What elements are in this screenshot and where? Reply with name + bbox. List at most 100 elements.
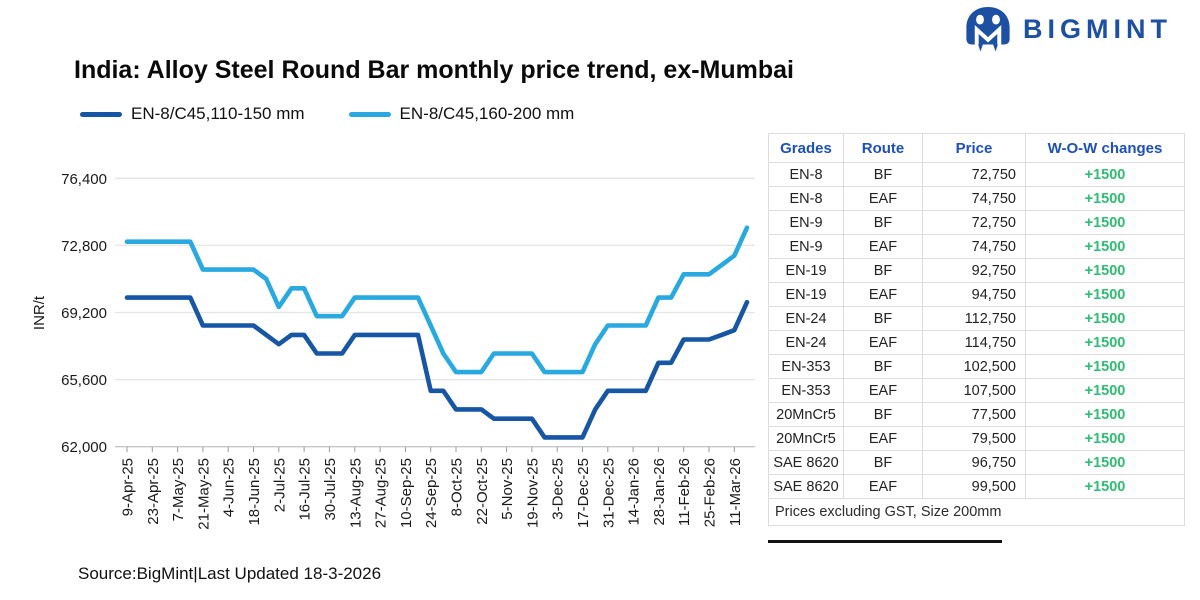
price-cell: 77,500 bbox=[922, 402, 1026, 427]
price-cell: 99,500 bbox=[922, 474, 1026, 499]
wow-change-cell: +1500 bbox=[1025, 450, 1185, 475]
legend-item-110-150: EN-8/C45,110-150 mm bbox=[80, 104, 305, 124]
table-row: EN-24 EAF 114,750 +1500 bbox=[768, 330, 1185, 355]
grade-cell: EN-24 bbox=[768, 306, 844, 331]
x-axis-tick-label: 4-Jun-25 bbox=[221, 458, 238, 517]
grade-cell: EN-8 bbox=[768, 186, 844, 211]
wow-change-cell: +1500 bbox=[1025, 210, 1185, 235]
wow-change-cell: +1500 bbox=[1025, 354, 1185, 379]
grade-cell: SAE 8620 bbox=[768, 450, 844, 475]
table-row: EN-24 BF 112,750 +1500 bbox=[768, 306, 1185, 331]
wow-change-cell: +1500 bbox=[1025, 378, 1185, 403]
x-axis-tick-label: 9-Apr-25 bbox=[120, 458, 137, 516]
table-footnote: Prices excluding GST, Size 200mm bbox=[768, 498, 1185, 526]
price-cell: 96,750 bbox=[922, 450, 1026, 475]
grade-cell: EN-353 bbox=[768, 378, 844, 403]
bigmint-logo-icon bbox=[966, 6, 1010, 52]
grade-cell: EN-19 bbox=[768, 258, 844, 283]
y-axis-tick-label: 76,400 bbox=[61, 171, 107, 188]
table-row: 20MnCr5 EAF 79,500 +1500 bbox=[768, 426, 1185, 451]
legend-label: EN-8/C45,110-150 mm bbox=[131, 104, 305, 123]
legend-item-160-200: EN-8/C45,160-200 mm bbox=[348, 104, 574, 124]
wow-change-cell: +1500 bbox=[1025, 186, 1185, 211]
y-axis-tick-label: 62,000 bbox=[61, 439, 107, 456]
x-axis-tick-label: 27-Aug-25 bbox=[373, 458, 390, 528]
table-row: EN-8 BF 72,750 +1500 bbox=[768, 162, 1185, 187]
column-header: Grades bbox=[768, 133, 844, 163]
route-cell: BF bbox=[843, 450, 923, 475]
price-cell: 102,500 bbox=[922, 354, 1026, 379]
column-header: W-O-W changes bbox=[1025, 133, 1185, 163]
x-axis-tick-label: 21-May-25 bbox=[195, 458, 212, 530]
grade-cell: EN-9 bbox=[768, 234, 844, 259]
x-axis-tick-label: 10-Sep-25 bbox=[398, 458, 415, 528]
price-cell: 74,750 bbox=[922, 234, 1026, 259]
table-row: EN-353 EAF 107,500 +1500 bbox=[768, 378, 1185, 403]
y-axis-tick-label: 72,800 bbox=[61, 238, 107, 255]
column-header: Route bbox=[843, 133, 923, 163]
table-row: EN-19 EAF 94,750 +1500 bbox=[768, 282, 1185, 307]
y-axis-tick-label: 69,200 bbox=[61, 305, 107, 322]
grade-cell: SAE 8620 bbox=[768, 474, 844, 499]
bigmint-logo-text: BIGMINT bbox=[1023, 14, 1172, 44]
grade-cell: EN-9 bbox=[768, 210, 844, 235]
grade-cell: EN-19 bbox=[768, 282, 844, 307]
price-table: Grades Route Price W-O-W changes EN-8 BF 72,75… bbox=[768, 133, 1185, 526]
wow-change-cell: +1500 bbox=[1025, 234, 1185, 259]
wow-change-cell: +1500 bbox=[1025, 162, 1185, 187]
y-axis-title: INR/t bbox=[31, 295, 48, 330]
x-axis-tick-label: 7-May-25 bbox=[170, 458, 187, 521]
wow-change-cell: +1500 bbox=[1025, 258, 1185, 283]
price-cell: 79,500 bbox=[922, 426, 1026, 451]
table-row: EN-19 BF 92,750 +1500 bbox=[768, 258, 1185, 283]
route-cell: EAF bbox=[843, 426, 923, 451]
price-cell: 74,750 bbox=[922, 186, 1026, 211]
price-line-160-200mm bbox=[124, 225, 750, 375]
grade-cell: 20MnCr5 bbox=[768, 426, 844, 451]
x-axis-tick-label: 30-Jul-25 bbox=[322, 458, 339, 521]
price-cell: 94,750 bbox=[922, 282, 1026, 307]
price-cell: 72,750 bbox=[922, 162, 1026, 187]
y-axis-tick-label: 65,600 bbox=[61, 372, 107, 389]
wow-change-cell: +1500 bbox=[1025, 426, 1185, 451]
x-axis-tick-label: 28-Jan-26 bbox=[651, 458, 668, 526]
wow-change-cell: +1500 bbox=[1025, 474, 1185, 499]
route-cell: BF bbox=[843, 306, 923, 331]
x-axis-tick-label: 11-Mar-26 bbox=[727, 458, 744, 526]
route-cell: EAF bbox=[843, 330, 923, 355]
route-cell: BF bbox=[843, 354, 923, 379]
grade-cell: EN-8 bbox=[768, 162, 844, 187]
bigmint-logo: BIGMINT bbox=[963, 6, 1172, 53]
price-cell: 92,750 bbox=[922, 258, 1026, 283]
x-axis-tick-label: 31-Dec-25 bbox=[600, 458, 617, 528]
route-cell: EAF bbox=[843, 234, 923, 259]
x-axis-tick-label: 18-Jun-25 bbox=[246, 458, 263, 526]
x-axis-tick-label: 2-Jul-25 bbox=[271, 458, 288, 512]
x-axis-tick-label: 23-Apr-25 bbox=[145, 458, 162, 525]
route-cell: EAF bbox=[843, 282, 923, 307]
route-cell: BF bbox=[843, 402, 923, 427]
wow-change-cell: +1500 bbox=[1025, 402, 1185, 427]
route-cell: EAF bbox=[843, 186, 923, 211]
table-row: EN-9 BF 72,750 +1500 bbox=[768, 210, 1185, 235]
route-cell: BF bbox=[843, 210, 923, 235]
wow-change-cell: +1500 bbox=[1025, 282, 1185, 307]
x-axis-tick-label: 3-Dec-25 bbox=[550, 458, 567, 520]
table-row: SAE 8620 BF 96,750 +1500 bbox=[768, 450, 1185, 475]
table-row: EN-8 EAF 74,750 +1500 bbox=[768, 186, 1185, 211]
table-row: EN-9 EAF 74,750 +1500 bbox=[768, 234, 1185, 259]
x-axis-tick-label: 11-Feb-26 bbox=[676, 458, 693, 526]
x-axis-tick-label: 24-Sep-25 bbox=[423, 458, 440, 528]
x-axis-tick-label: 16-Jul-25 bbox=[297, 458, 314, 521]
table-row: SAE 8620 EAF 99,500 +1500 bbox=[768, 474, 1185, 499]
table-row: EN-353 BF 102,500 +1500 bbox=[768, 354, 1185, 379]
x-axis-tick-label: 13-Aug-25 bbox=[347, 458, 364, 528]
price-cell: 112,750 bbox=[922, 306, 1026, 331]
route-cell: BF bbox=[843, 162, 923, 187]
column-header: Price bbox=[922, 133, 1026, 163]
price-line-110-150mm bbox=[124, 295, 750, 440]
x-axis-tick-label: 14-Jan-26 bbox=[626, 458, 643, 526]
price-cell: 72,750 bbox=[922, 210, 1026, 235]
x-axis-tick-label: 25-Feb-26 bbox=[702, 458, 719, 527]
page-title: India: Alloy Steel Round Bar monthly pri… bbox=[74, 56, 794, 84]
